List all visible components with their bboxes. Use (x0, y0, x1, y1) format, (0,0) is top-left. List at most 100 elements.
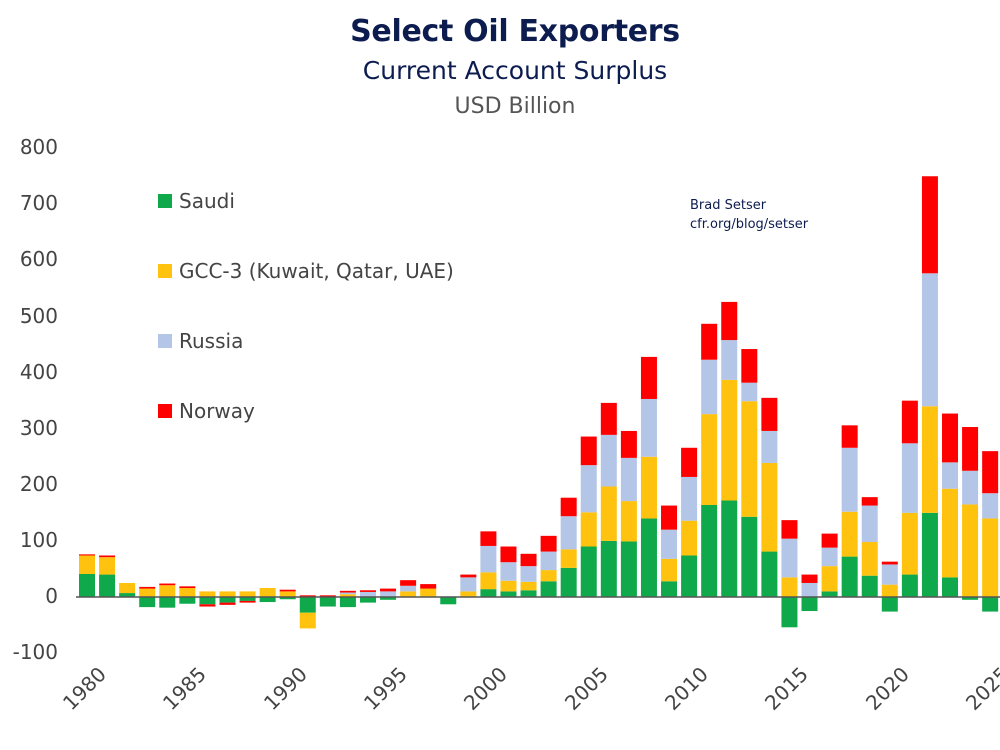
bar-segment-norway-2024 (962, 427, 979, 471)
bar-segment-gcc-3-1985 (179, 588, 196, 597)
bar-segment-saudi-1992 (319, 597, 336, 607)
bar-segment-gcc-3-1993 (339, 594, 356, 597)
bar-segment-norway-1986 (199, 604, 216, 607)
bar-stack-2003 (540, 535, 557, 597)
bar-stack-1996 (400, 580, 417, 597)
bar-segment-saudi-1985 (179, 597, 196, 604)
bar-stack-2017 (821, 533, 838, 597)
bar-segment-gcc-3-2004 (560, 549, 577, 568)
bar-segment-gcc-3-2010 (681, 520, 698, 556)
bar-stack-2025 (982, 451, 999, 612)
bar-segment-russia-2020 (881, 564, 898, 585)
bar-segment-russia-2016 (801, 582, 818, 597)
y-tick-label: 700 (19, 191, 58, 216)
bar-segment-russia-2004 (560, 516, 577, 550)
bar-stack-1983 (139, 586, 156, 608)
bar-segment-gcc-3-2009 (661, 558, 678, 582)
credit-source: cfr.org/blog/setser (690, 217, 809, 232)
bar-segment-saudi-2024 (962, 597, 979, 600)
legend-swatch-gcc3 (158, 264, 172, 278)
bar-segment-russia-2013 (741, 382, 758, 402)
bar-segment-russia-2003 (540, 551, 557, 571)
credit-author: Brad Setser (690, 198, 767, 213)
bar-segment-russia-2019 (861, 505, 878, 543)
y-tick-label: 800 (19, 135, 58, 160)
bar-segment-russia-2025 (982, 493, 999, 519)
bar-segment-norway-1991 (299, 595, 316, 597)
bar-segment-norway-2019 (861, 497, 878, 506)
legend-swatch-russia (158, 334, 172, 348)
bar-stack-1987 (219, 591, 236, 605)
bar-stack-2021 (901, 400, 918, 597)
bar-stack-2010 (681, 447, 698, 597)
legend-label-gcc3: GCC-3 (Kuwait, Qatar, UAE) (179, 259, 454, 283)
bar-segment-norway-2018 (841, 425, 858, 448)
bar-segment-norway-2025 (982, 451, 999, 494)
bar-segment-russia-2011 (701, 359, 718, 415)
y-tick-label: 300 (19, 415, 58, 440)
y-tick-label: 200 (19, 471, 58, 496)
bar-segment-saudi-2010 (681, 555, 698, 597)
legend-item-saudi: Saudi (158, 189, 235, 213)
bar-segment-saudi-2019 (861, 575, 878, 597)
bar-segment-saudi-2015 (781, 597, 798, 628)
bar-stack-1999 (460, 574, 477, 597)
bar-segment-gcc-3-1989 (259, 588, 276, 597)
bar-stack-2013 (741, 349, 758, 597)
bar-segment-saudi-2021 (901, 574, 918, 597)
legend-label-russia: Russia (179, 329, 244, 353)
bar-stack-1990 (279, 589, 296, 600)
bar-stack-2001 (500, 546, 517, 597)
bar-segment-saudi-1995 (380, 597, 397, 600)
bar-segment-gcc-3-1983 (139, 588, 156, 597)
bar-segment-norway-1994 (359, 590, 376, 592)
bar-segment-gcc-3-2022 (921, 406, 938, 513)
bar-segment-saudi-2012 (721, 500, 738, 597)
bar-segment-russia-2012 (721, 340, 738, 380)
bar-segment-norway-2009 (661, 505, 678, 530)
bar-segment-saudi-2022 (921, 512, 938, 597)
bar-segment-gcc-3-2013 (741, 401, 758, 517)
bar-segment-gcc-3-1991 (299, 612, 316, 629)
bar-segment-norway-2002 (520, 553, 537, 567)
bar-stack-1989 (259, 588, 276, 603)
bar-segment-saudi-1982 (119, 593, 136, 597)
bar-segment-gcc-3-2003 (540, 570, 557, 582)
bar-segment-norway-2010 (681, 447, 698, 477)
y-tick-label: -100 (12, 640, 58, 665)
bar-segment-gcc-3-2012 (721, 379, 738, 501)
bar-segment-gcc-3-1990 (279, 591, 296, 597)
bar-segment-gcc-3-2011 (701, 414, 718, 505)
bar-segment-gcc-3-2000 (480, 572, 497, 590)
bar-segment-norway-1995 (380, 588, 397, 592)
bar-segment-norway-2000 (480, 531, 497, 546)
bar-segment-saudi-1989 (259, 597, 276, 603)
bar-segment-gcc-3-2025 (982, 518, 999, 597)
bar-segment-russia-2015 (781, 538, 798, 578)
bar-segment-saudi-2018 (841, 556, 858, 597)
bar-segment-gcc-3-2006 (600, 486, 617, 541)
bar-segment-russia-2017 (821, 547, 838, 567)
bar-segment-norway-2013 (741, 349, 758, 383)
bar-segment-gcc-3-1996 (400, 591, 417, 597)
bar-stack-1994 (359, 590, 376, 603)
bar-segment-norway-1999 (460, 574, 477, 578)
bar-stack-2012 (721, 301, 738, 597)
bar-segment-saudi-2007 (620, 541, 637, 597)
bar-segment-russia-2014 (761, 430, 778, 463)
bar-segment-saudi-2014 (761, 551, 778, 597)
bar-segment-russia-2005 (580, 465, 597, 513)
bar-stack-2005 (580, 436, 597, 597)
bar-segment-saudi-2001 (500, 591, 517, 597)
bar-stack-1991 (299, 595, 316, 629)
bar-segment-norway-1993 (339, 590, 356, 593)
bar-segment-saudi-2003 (540, 581, 557, 597)
bar-segment-gcc-3-2021 (901, 512, 918, 575)
legend-item-russia: Russia (158, 329, 243, 353)
legend-swatch-norway (158, 404, 172, 418)
bar-segment-saudi-1983 (139, 597, 156, 608)
bar-segment-norway-1988 (239, 600, 256, 603)
bar-stack-1995 (380, 588, 397, 600)
bar-segment-norway-2001 (500, 546, 517, 563)
